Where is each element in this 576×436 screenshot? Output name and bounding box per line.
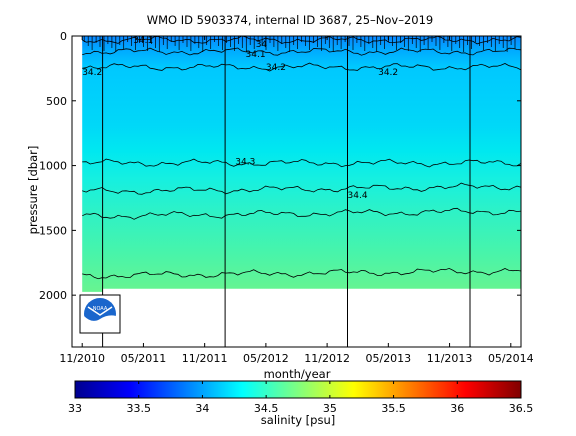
noaa-logo-text: NOAA — [93, 306, 108, 312]
colorbar-ticks: 33 33.5 34 34.5 35 35.5 36 36.5 — [68, 381, 533, 415]
contour-label: 34.3 — [235, 157, 255, 167]
contour-line-34.3 — [82, 158, 522, 168]
contour-label: 34.1 — [246, 50, 266, 60]
x-tick-label: 05/2014 — [488, 352, 534, 365]
colorbar-label: salinity [psu] — [261, 413, 335, 427]
contour-label: 34.2 — [378, 68, 398, 78]
colorbar-tick-label: 33 — [68, 402, 82, 415]
contour-label: 34.1 — [133, 36, 153, 46]
x-tick-label: 05/2011 — [121, 352, 167, 365]
colorbar-tick-label: 33.5 — [126, 402, 151, 415]
chart-title: WMO ID 5903374, internal ID 3687, 25–Nov… — [147, 13, 434, 27]
salinity-field-fill — [82, 36, 522, 292]
contour-label: 34.2 — [82, 68, 102, 78]
x-tick-label: 11/2010 — [59, 352, 105, 365]
y-tick-label: 0 — [60, 30, 67, 43]
y-tick-label: 500 — [46, 95, 67, 108]
y-axis-ticks: 0 500 1000 1500 2000 — [39, 30, 521, 302]
x-tick-label: 05/2012 — [243, 352, 289, 365]
y-tick-label: 1500 — [39, 224, 67, 237]
x-tick-label: 11/2013 — [427, 352, 473, 365]
y-tick-label: 2000 — [39, 289, 67, 302]
x-axis-ticks: 11/2010 05/2011 11/2011 05/2012 11/2012 05/20… — [59, 36, 534, 365]
x-tick-label: 11/2011 — [182, 352, 228, 365]
plot-frame — [71, 35, 522, 348]
x-tick-label: 11/2012 — [304, 352, 350, 365]
contour-lines — [82, 35, 522, 280]
x-axis-label: month/year — [264, 367, 331, 381]
noaa-logo: NOAA — [79, 294, 121, 334]
contour-line-34.4 — [82, 182, 522, 195]
contour-label: 34 — [256, 40, 268, 50]
x-tick-label: 05/2013 — [365, 352, 411, 365]
contour-line-34.1 — [82, 47, 522, 56]
colorbar-tick-label: 35.5 — [381, 402, 406, 415]
y-tick-label: 1000 — [39, 160, 67, 173]
colorbar-tick-label: 34.5 — [254, 402, 279, 415]
contour-label: 34.4 — [348, 191, 368, 201]
contour-label: 34.2 — [266, 63, 286, 73]
colorbar-tick-label: 34 — [195, 402, 209, 415]
colorbar-tick-label: 36 — [450, 402, 464, 415]
contour-line-34.2 — [82, 62, 522, 72]
contour-line-34.6 — [82, 267, 522, 280]
colorbar-tick-label: 35 — [323, 402, 337, 415]
contour-line-34.5 — [82, 207, 522, 220]
salinity-field — [82, 36, 522, 292]
colorbar-tick-label: 36.5 — [509, 402, 534, 415]
year-boundary-lines — [102, 36, 471, 347]
y-axis-label: pressure [dbar] — [26, 146, 40, 235]
colorbar — [74, 380, 522, 399]
